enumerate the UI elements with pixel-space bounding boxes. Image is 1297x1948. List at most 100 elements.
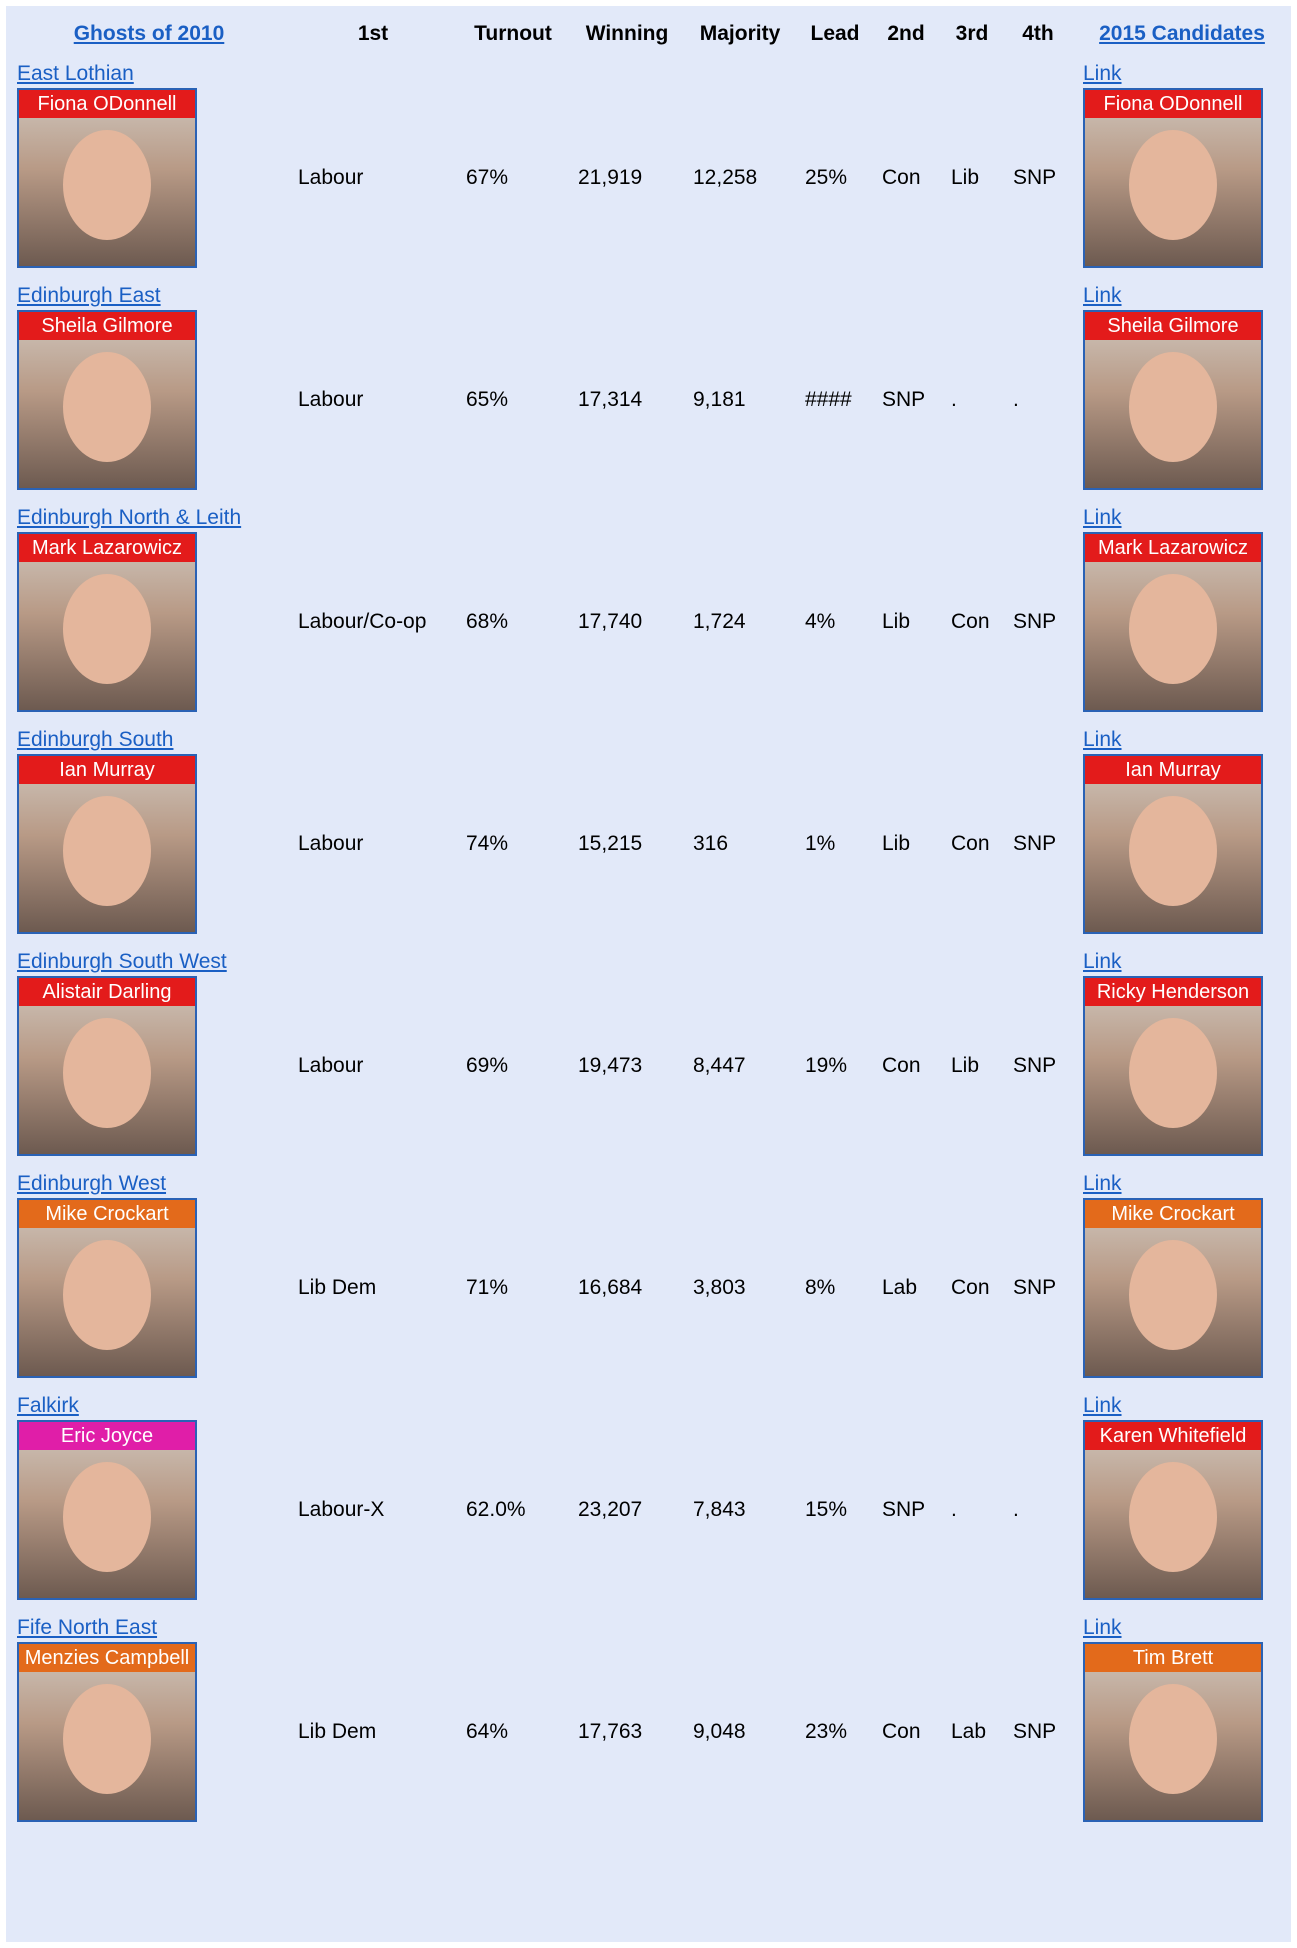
constituency-link[interactable]: Edinburgh West (17, 1172, 166, 1196)
face (1129, 1684, 1217, 1794)
cell: #### (805, 388, 852, 412)
header-cell: 4th (1022, 22, 1054, 46)
cell: Lib (951, 166, 979, 190)
cell: 65% (466, 388, 508, 412)
header-cell[interactable]: 2015 Candidates (1099, 22, 1265, 46)
name-banner: Ian Murray (1085, 756, 1261, 784)
cell: 9,048 (693, 1720, 746, 1744)
constituency-link[interactable]: Edinburgh East (17, 284, 161, 308)
cell: 316 (693, 832, 728, 856)
face (1129, 130, 1217, 240)
cell: SNP (882, 388, 925, 412)
cell: . (1013, 1498, 1019, 1522)
cell: 16,684 (578, 1276, 642, 1300)
constituency-link[interactable]: Edinburgh South West (17, 950, 227, 974)
candidate-link[interactable]: Link (1083, 506, 1122, 530)
name-banner: Mike Crockart (19, 1200, 195, 1228)
name-banner: Sheila Gilmore (19, 312, 195, 340)
candidate-link[interactable]: Link (1083, 1172, 1122, 1196)
candidate-link[interactable]: Link (1083, 1394, 1122, 1418)
candidate-link[interactable]: Link (1083, 1616, 1122, 1640)
photo: Sheila Gilmore (1083, 310, 1263, 490)
page: Ghosts of 2010 1st Turnout Winning Majority L… (6, 6, 1291, 1942)
name-banner: Ricky Henderson (1085, 978, 1261, 1006)
cell: SNP (1013, 166, 1056, 190)
cell: Lib (882, 832, 910, 856)
cell: 17,314 (578, 388, 642, 412)
cell: 12,258 (693, 166, 757, 190)
cell: 8,447 (693, 1054, 746, 1078)
cell: 1,724 (693, 610, 746, 634)
cell: Lab (882, 1276, 917, 1300)
candidate-link[interactable]: Link (1083, 950, 1122, 974)
cell: SNP (1013, 1720, 1056, 1744)
photo: Tim Brett (1083, 1642, 1263, 1822)
cell: Labour (298, 388, 363, 412)
cell: Labour-X (298, 1498, 384, 1522)
cell: Lib (882, 610, 910, 634)
cell: Labour/Co-op (298, 610, 426, 634)
name-banner: Mark Lazarowicz (1085, 534, 1261, 562)
cell: SNP (1013, 610, 1056, 634)
cell: 8% (805, 1276, 835, 1300)
cell: 74% (466, 832, 508, 856)
header-cell: Lead (810, 22, 859, 46)
cell: SNP (1013, 1054, 1056, 1078)
constituency-link[interactable]: Fife North East (17, 1616, 157, 1640)
face (63, 574, 151, 684)
face (1129, 1240, 1217, 1350)
cell: 69% (466, 1054, 508, 1078)
name-banner: Karen Whitefield (1085, 1422, 1261, 1450)
header-cell[interactable]: Ghosts of 2010 (74, 22, 225, 46)
cell: Con (882, 166, 921, 190)
constituency-link[interactable]: Falkirk (17, 1394, 79, 1418)
name-banner: Mike Crockart (1085, 1200, 1261, 1228)
cell: Lib Dem (298, 1276, 376, 1300)
cell: 4% (805, 610, 835, 634)
photo: Menzies Campbell (17, 1642, 197, 1822)
candidate-link[interactable]: Link (1083, 284, 1122, 308)
face (63, 796, 151, 906)
header-cell: Turnout (474, 22, 552, 46)
constituency-link[interactable]: East Lothian (17, 62, 134, 86)
photo: Sheila Gilmore (17, 310, 197, 490)
cell: Con (882, 1054, 921, 1078)
face (63, 1462, 151, 1572)
cell: 23,207 (578, 1498, 642, 1522)
face (63, 1018, 151, 1128)
constituency-link[interactable]: Edinburgh South (17, 728, 173, 752)
cell: 62.0% (466, 1498, 526, 1522)
cell: Labour (298, 1054, 363, 1078)
name-banner: Tim Brett (1085, 1644, 1261, 1672)
cell: Con (951, 832, 990, 856)
photo: Mike Crockart (17, 1198, 197, 1378)
candidate-link[interactable]: Link (1083, 62, 1122, 86)
face (63, 130, 151, 240)
cell: 17,740 (578, 610, 642, 634)
header-cell: 2nd (887, 22, 924, 46)
name-banner: Sheila Gilmore (1085, 312, 1261, 340)
cell: 15% (805, 1498, 847, 1522)
cell: 67% (466, 166, 508, 190)
cell: . (951, 1498, 957, 1522)
photo: Mark Lazarowicz (1083, 532, 1263, 712)
cell: Con (951, 1276, 990, 1300)
header-cell: Winning (586, 22, 669, 46)
cell: 17,763 (578, 1720, 642, 1744)
header-cell: 3rd (956, 22, 989, 46)
name-banner: Eric Joyce (19, 1422, 195, 1450)
photo: Mike Crockart (1083, 1198, 1263, 1378)
header-cell: 1st (358, 22, 388, 46)
cell: 23% (805, 1720, 847, 1744)
cell: 68% (466, 610, 508, 634)
photo: Ian Murray (17, 754, 197, 934)
face (1129, 1462, 1217, 1572)
cell: 3,803 (693, 1276, 746, 1300)
candidate-link[interactable]: Link (1083, 728, 1122, 752)
cell: 7,843 (693, 1498, 746, 1522)
header-cell: Majority (700, 22, 781, 46)
constituency-link[interactable]: Edinburgh North & Leith (17, 506, 241, 530)
name-banner: Fiona ODonnell (1085, 90, 1261, 118)
cell: SNP (1013, 832, 1056, 856)
photo: Ian Murray (1083, 754, 1263, 934)
